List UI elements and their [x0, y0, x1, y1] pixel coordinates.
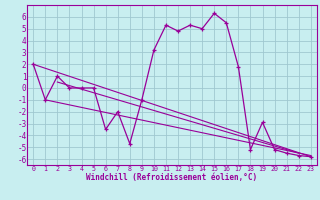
X-axis label: Windchill (Refroidissement éolien,°C): Windchill (Refroidissement éolien,°C) [86, 173, 258, 182]
